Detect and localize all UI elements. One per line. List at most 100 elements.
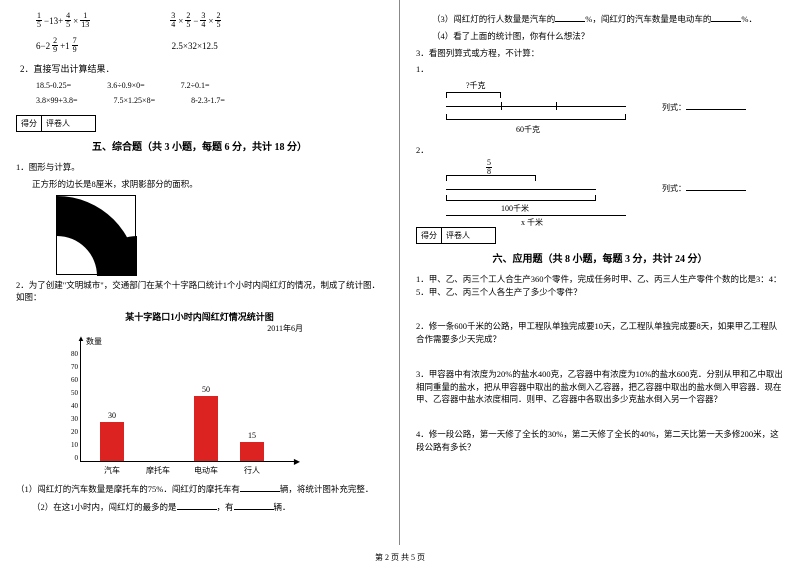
expr-1: 15−13+45×113 bbox=[36, 12, 90, 29]
q3-label: 3．看图列算式或方程，不计算： bbox=[416, 47, 784, 60]
bar-ebike-val: 50 bbox=[194, 385, 218, 394]
tick-10: 10 bbox=[62, 441, 78, 449]
tick-20: 20 bbox=[62, 428, 78, 436]
q2-label: 2．为了创建"文明城市"，交通部门在某个十字路口统计1个小时内闯红灯的情况，制成… bbox=[16, 279, 383, 305]
tick-80: 80 bbox=[62, 350, 78, 358]
q2-3b: %，闯红灯的汽车数量是电动车的 bbox=[585, 14, 711, 24]
math-expressions-row1: 15−13+45×113 34×25−34×25 bbox=[36, 12, 383, 29]
q2-3a: （3）闯红灯的行人数量是汽车的 bbox=[432, 14, 555, 24]
blank-lieshi1[interactable] bbox=[686, 100, 746, 110]
grader-label: 评卷人 bbox=[42, 116, 74, 131]
page-container: 15−13+45×113 34×25−34×25 6−229+179 2.5×3… bbox=[0, 0, 800, 545]
q2-3: （3）闯红灯的行人数量是汽车的 %，闯红灯的汽车数量是电动车的 %． bbox=[432, 12, 784, 26]
cat-ped: 行人 bbox=[232, 465, 272, 476]
expr-2: 34×25−34×25 bbox=[170, 12, 221, 29]
diag2-lieshi: 列式： bbox=[662, 181, 746, 194]
blank-lieshi2[interactable] bbox=[686, 181, 746, 191]
cat-moto: 摩托车 bbox=[138, 465, 178, 476]
score-box-left: 得分 评卷人 bbox=[16, 115, 96, 132]
calc-1c: 7.2÷0.1= bbox=[181, 81, 210, 90]
tick-0: 0 bbox=[62, 454, 78, 462]
diag2-line2 bbox=[446, 215, 626, 216]
blank-moto[interactable] bbox=[240, 482, 280, 492]
app-q2: 2．修一条600千米的公路，甲工程队单独完成要10天，乙工程队单独完成要8天，如… bbox=[416, 320, 784, 346]
diagram-2: 58 100千米 x 千米 列式： bbox=[446, 165, 686, 217]
calc-row-1: 18.5-0.25= 3.6÷0.9×0= 7.2÷0.1= bbox=[36, 81, 383, 90]
q1-sub: 正方形的边长是8厘米，求阴影部分的面积。 bbox=[32, 178, 383, 191]
bar-ebike bbox=[194, 396, 218, 461]
q2-1: （1）闯红灯的汽车数量是摩托车的75%．闯红灯的摩托车有 辆，将统计图补充完整． bbox=[16, 482, 383, 496]
calc-2c: 8-2.3-1.7= bbox=[191, 96, 225, 105]
chart-date: 2011年6月 bbox=[16, 323, 303, 334]
q2-2c: 辆． bbox=[274, 502, 291, 512]
score-box-right: 得分 评卷人 bbox=[416, 227, 496, 244]
diag2-top-bracket bbox=[446, 175, 536, 181]
page-footer: 第 2 页 共 5 页 bbox=[0, 552, 800, 563]
calc-2a: 3.8×99+3.8= bbox=[36, 96, 78, 105]
section-6-title: 六、应用题（共 8 小题，每题 3 分，共计 24 分） bbox=[416, 250, 784, 265]
lieshi-2: 列式： bbox=[662, 184, 686, 193]
diag2-x-label: x 千米 bbox=[521, 217, 543, 228]
y-axis bbox=[80, 338, 81, 462]
lieshi-1: 列式： bbox=[662, 103, 686, 112]
grader-label-r: 评卷人 bbox=[442, 228, 474, 243]
diag1-bot-label: 60千克 bbox=[516, 124, 540, 135]
bar-ped bbox=[240, 442, 264, 462]
diag1-tick1 bbox=[501, 102, 502, 110]
q3-1-label: 1． bbox=[416, 63, 784, 76]
x-axis bbox=[80, 461, 296, 462]
cat-ebike: 电动车 bbox=[186, 465, 226, 476]
diag2-bot-bracket bbox=[446, 195, 596, 201]
tick-30: 30 bbox=[62, 415, 78, 423]
right-column: （3）闯红灯的行人数量是汽车的 %，闯红灯的汽车数量是电动车的 %． （4）看了上面… bbox=[400, 0, 800, 545]
diag1-tick2 bbox=[556, 102, 557, 110]
diagram-1: ?千克 60千克 列式： bbox=[446, 84, 686, 136]
diag1-line bbox=[446, 106, 626, 107]
calc-2b: 7.5×1.25×8= bbox=[114, 96, 156, 105]
q2-2a: （2）在这1小时内，闯红灯的最多的是 bbox=[32, 502, 177, 512]
q2-2b: ，有 bbox=[217, 502, 234, 512]
diag2-bot-label: 100千米 bbox=[501, 203, 529, 214]
calc-row-2: 3.8×99+3.8= 7.5×1.25×8= 8-2.3-1.7= bbox=[36, 96, 383, 105]
bar-ped-val: 15 bbox=[240, 431, 264, 440]
blank-count[interactable] bbox=[234, 500, 274, 510]
y-axis-label: 数量 bbox=[86, 336, 102, 347]
expr-4: 2.5×32×12.5 bbox=[172, 37, 218, 54]
expr-3: 6−229+179 bbox=[36, 37, 78, 54]
diag1-lieshi: 列式： bbox=[662, 100, 746, 113]
blank-most[interactable] bbox=[177, 500, 217, 510]
blank-pct2[interactable] bbox=[711, 12, 741, 22]
app-q1: 1．甲、乙、丙三个工人合生产360个零件，完成任务时甲、乙、丙三人生产零件个数的… bbox=[416, 273, 784, 299]
q3-2-label: 2． bbox=[416, 144, 784, 157]
tick-50: 50 bbox=[62, 389, 78, 397]
tick-60: 60 bbox=[62, 376, 78, 384]
q1-label: 1．图形与计算。 bbox=[16, 161, 383, 174]
section-5-title: 五、综合题（共 3 小题，每题 6 分，共计 18 分） bbox=[16, 138, 383, 153]
q2-1-text-b: 辆，将统计图补充完整． bbox=[280, 484, 374, 494]
chart-title: 某十字路口1小时内闯红灯情况统计图 bbox=[16, 310, 383, 323]
bar-car bbox=[100, 422, 124, 461]
diag1-bot-bracket bbox=[446, 114, 626, 120]
bar-car-val: 30 bbox=[100, 411, 124, 420]
tick-40: 40 bbox=[62, 402, 78, 410]
diag1-top-label: ?千克 bbox=[466, 80, 486, 91]
q2-3c: %． bbox=[741, 14, 757, 24]
diag2-line1 bbox=[446, 189, 596, 190]
math-expressions-row2: 6−229+179 2.5×32×12.5 bbox=[36, 37, 383, 54]
diag2-frac: 58 bbox=[486, 159, 492, 176]
score-label-r: 得分 bbox=[417, 228, 442, 243]
square-figure bbox=[56, 195, 136, 275]
tick-70: 70 bbox=[62, 363, 78, 371]
left-column: 15−13+45×113 34×25−34×25 6−229+179 2.5×3… bbox=[0, 0, 400, 545]
app-q3: 3．甲容器中有浓度为20%的盐水400克，乙容器中有浓度为10%的盐水600克．… bbox=[416, 368, 784, 406]
calc-1b: 3.6÷0.9×0= bbox=[107, 81, 144, 90]
score-label: 得分 bbox=[17, 116, 42, 131]
blank-pct1[interactable] bbox=[555, 12, 585, 22]
diag1-top-bracket bbox=[446, 92, 501, 98]
q2-2: （2）在这1小时内，闯红灯的最多的是 ，有 辆． bbox=[32, 500, 383, 514]
q2-1-text: （1）闯红灯的汽车数量是摩托车的75%．闯红灯的摩托车有 bbox=[16, 484, 240, 494]
q2-4: （4）看了上面的统计图，你有什么想法？ bbox=[432, 30, 784, 43]
direct-calc-label: 2．直接写出计算结果． bbox=[20, 62, 383, 75]
calc-1a: 18.5-0.25= bbox=[36, 81, 71, 90]
cat-car: 汽车 bbox=[92, 465, 132, 476]
